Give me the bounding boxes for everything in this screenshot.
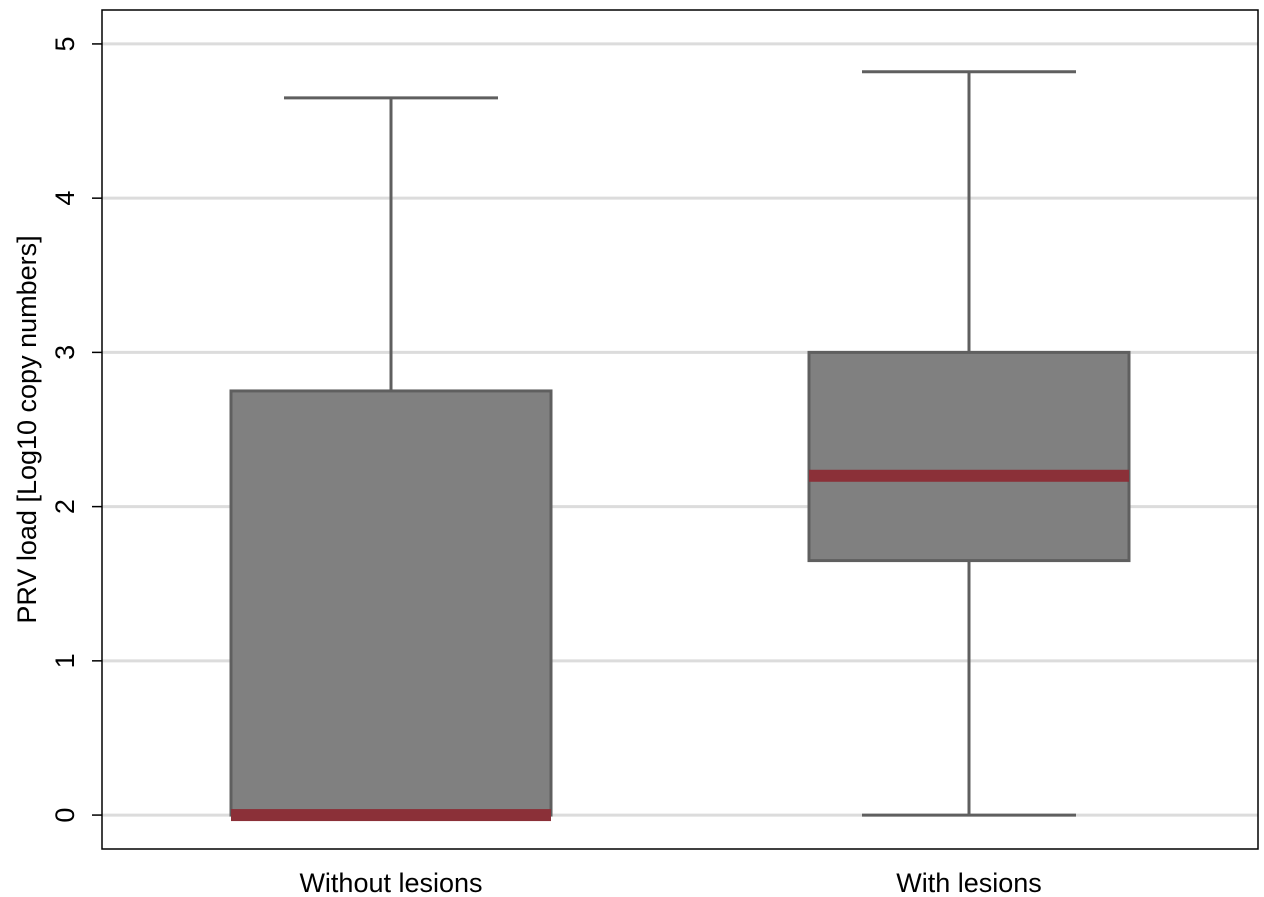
box-plot-series (229, 70, 1131, 822)
plot-frame (101, 9, 1259, 850)
y-tick-label: 4 (50, 191, 80, 206)
box-iqr (229, 389, 553, 817)
y-axis-ticks: 0 1 2 3 4 5 (50, 36, 102, 823)
box-1 (229, 96, 553, 822)
box-2 (807, 70, 1131, 817)
y-axis-title: PRV load [Log10 copy numbers] (12, 235, 42, 623)
box-iqr (807, 350, 1131, 563)
y-tick-label: 5 (50, 36, 80, 51)
median-line (231, 809, 551, 822)
x-axis-tick-labels: Without lesions With lesions (299, 868, 1041, 897)
y-tick-label: 2 (50, 499, 80, 514)
y-tick-label: 0 (50, 808, 80, 823)
median-line (809, 469, 1129, 482)
x-tick-label: With lesions (896, 868, 1042, 897)
x-tick-label: Without lesions (299, 868, 482, 897)
y-tick-label: 3 (50, 345, 80, 360)
y-tick-label: 1 (50, 653, 80, 668)
